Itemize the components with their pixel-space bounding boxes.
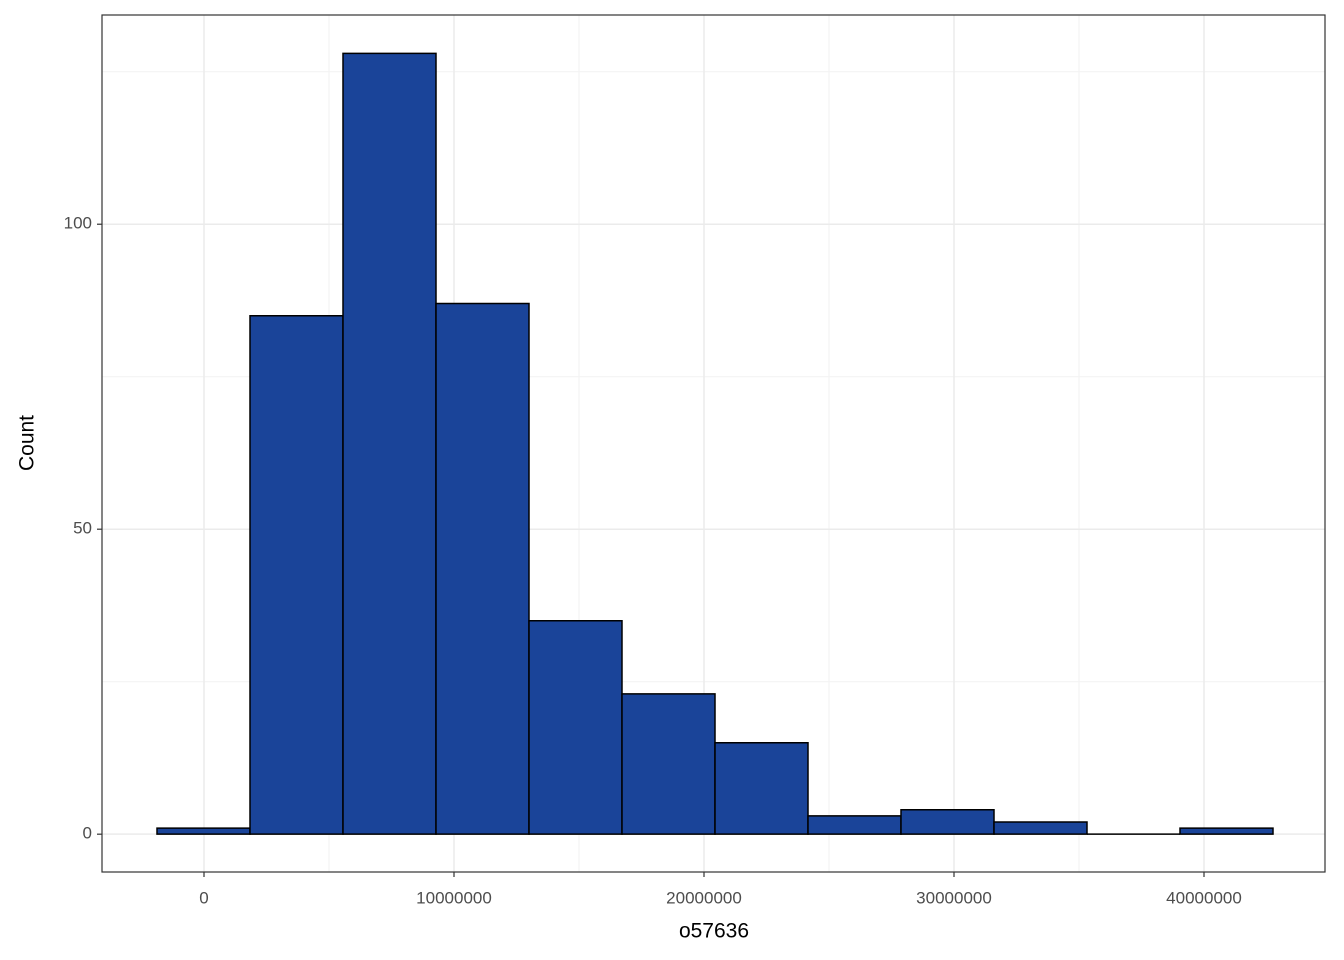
x-tick-label: 40000000 [1166, 888, 1242, 907]
bar [900, 809, 995, 835]
y-axis-title: Count [16, 415, 39, 471]
x-axis-title: o57636 [679, 920, 749, 943]
bar [156, 827, 251, 835]
bar [435, 302, 530, 835]
bar [342, 52, 437, 835]
bar [621, 693, 716, 835]
panel-border [101, 14, 1326, 873]
x-tick-label: 30000000 [916, 888, 992, 907]
y-tick-label: 0 [83, 824, 92, 843]
y-tick-label: 50 [73, 519, 92, 538]
bar [807, 815, 902, 835]
bar [1179, 827, 1274, 835]
x-tick-label: 0 [199, 888, 208, 907]
bar [714, 741, 809, 835]
bar [528, 619, 623, 835]
x-tick-label: 10000000 [416, 888, 492, 907]
x-tick-label: 20000000 [666, 888, 742, 907]
y-tick-label: 100 [64, 214, 92, 233]
bar [249, 314, 344, 835]
bar [993, 821, 1088, 835]
